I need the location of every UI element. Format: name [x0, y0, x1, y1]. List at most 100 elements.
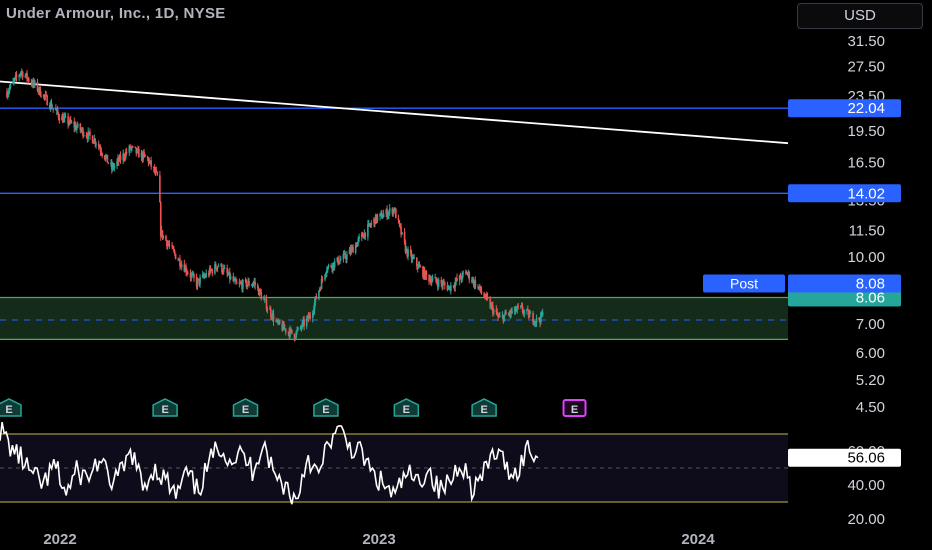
candle-body [510, 310, 513, 314]
candle-body [307, 315, 310, 319]
price-tick-label: 19.50 [847, 123, 885, 140]
candle-body [349, 249, 352, 254]
candle-body [495, 309, 498, 312]
candle-body [203, 276, 206, 278]
candle-body [346, 254, 348, 260]
candle-body [123, 153, 125, 158]
post-price-tag: 8.08 [788, 274, 901, 293]
trendline[interactable] [0, 80, 789, 145]
candle-body [248, 281, 250, 286]
candle-body [104, 155, 106, 160]
candle-body [399, 224, 402, 227]
candle-body [180, 264, 183, 267]
candle-body [437, 279, 440, 287]
candle-body [26, 72, 28, 80]
candle-body [412, 256, 415, 259]
candle-body [254, 281, 256, 286]
candle-body [83, 135, 85, 137]
candle-body [490, 304, 492, 308]
candle-body [522, 311, 525, 314]
candle-body [441, 283, 443, 286]
candle-body [319, 288, 322, 290]
candle-body [541, 312, 544, 316]
candle-body [362, 236, 365, 239]
earnings-marker: E [0, 398, 22, 417]
candle-body [34, 81, 36, 85]
candle-body [250, 285, 253, 287]
candle-body [540, 312, 542, 323]
candle-body [93, 138, 96, 143]
candle-body [27, 78, 29, 80]
candle-body [36, 81, 39, 91]
candle-body [270, 309, 272, 317]
candle-body [58, 117, 61, 121]
candle-body [229, 276, 232, 280]
time-axis[interactable]: 2022 2023 2024 [43, 531, 715, 548]
candle-body [382, 214, 385, 218]
earnings-marker: E [152, 398, 178, 417]
earnings-marker-label: E [571, 404, 578, 416]
candle-body [171, 245, 173, 247]
candle-body [477, 286, 479, 288]
candle-body [393, 209, 395, 212]
post-badge-label: Post [730, 275, 758, 291]
level-tag-22: 22.04 [788, 99, 901, 118]
candle-body [428, 275, 430, 282]
candle-body [321, 278, 324, 280]
candle-body [523, 310, 526, 314]
price-axis[interactable]: 31.5027.5023.5019.5016.5013.5011.5010.00… [847, 33, 885, 416]
tag-background [788, 288, 901, 307]
candle-body [129, 145, 131, 150]
candle-body [302, 320, 304, 323]
earnings-marker-label: E [242, 404, 249, 416]
candle-body [363, 232, 366, 239]
candle-body [434, 277, 436, 279]
candle-body [503, 315, 506, 322]
candle-body [423, 268, 426, 279]
candle-body [112, 164, 115, 168]
candle-body [147, 158, 150, 164]
candle-body [167, 243, 170, 245]
candle-body [395, 208, 397, 219]
post-badge-bg [703, 274, 785, 293]
tag-background [788, 274, 901, 293]
candle-body [177, 259, 180, 261]
candle-body [21, 71, 24, 78]
candle-body [149, 160, 152, 162]
candle-body [259, 289, 262, 293]
candle-body [458, 275, 461, 281]
candle-body [381, 217, 384, 219]
candle-body [324, 274, 326, 280]
rsi-line [0, 421, 539, 505]
candle-body [492, 309, 495, 314]
candle-body [397, 218, 400, 221]
candle-body [293, 333, 296, 339]
candle-body [358, 236, 360, 239]
candle-body [373, 218, 375, 224]
candle-body [117, 158, 120, 162]
candle-body [417, 264, 420, 269]
candle-body [111, 162, 113, 170]
rsi-tick-label: 40.00 [847, 477, 885, 494]
candle-body [215, 264, 217, 269]
candle-body [174, 253, 177, 260]
candle-body [491, 304, 493, 306]
candle-body [404, 241, 407, 252]
candle-body [422, 266, 424, 277]
candle-body [367, 224, 369, 237]
candle-body [380, 212, 382, 214]
candle-body [424, 271, 427, 279]
candle-body [24, 75, 27, 78]
candle-body [150, 160, 152, 167]
candle-body [315, 296, 318, 299]
candle-body [48, 105, 51, 109]
earnings-marker-label: E [322, 404, 329, 416]
currency-button[interactable]: USD [797, 3, 923, 29]
candle-body [312, 310, 315, 313]
candle-body [67, 116, 69, 125]
candle-body [305, 318, 308, 326]
candle-body [153, 167, 156, 173]
candle-body [25, 72, 27, 76]
earnings-marker-shape [471, 398, 497, 417]
candle-body [284, 328, 287, 333]
